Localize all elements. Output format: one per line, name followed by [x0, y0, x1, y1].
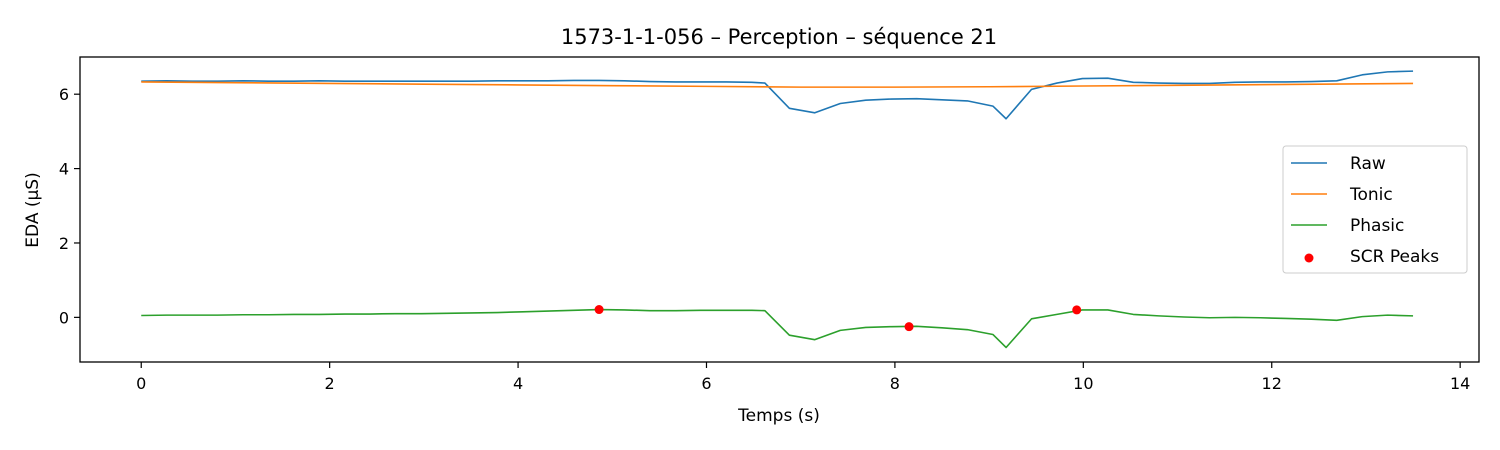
x-tick-label: 14	[1450, 374, 1470, 393]
series-line-raw	[141, 70, 1414, 120]
x-tick-label: 10	[1073, 374, 1093, 393]
scr-peak-point	[904, 322, 914, 332]
y-axis-label: EDA (µS)	[23, 172, 43, 247]
x-tick-label: 2	[325, 374, 335, 393]
plot-frame	[79, 56, 1480, 363]
chart-title: 1573-1-1-056 – Perception – séquence 21	[561, 25, 997, 49]
series-line-phasic	[141, 308, 1414, 349]
scr-peak-point	[594, 305, 604, 315]
x-tick-label: 4	[513, 374, 523, 393]
plot-area	[141, 70, 1414, 349]
y-axis: 0 2 4 6	[59, 85, 80, 327]
x-axis-label: Temps (s)	[737, 406, 820, 426]
x-tick-label: 6	[701, 374, 711, 393]
y-tick-label: 2	[59, 234, 69, 253]
y-tick-label: 6	[59, 85, 69, 104]
x-tick-label: 0	[136, 374, 146, 393]
y-tick-label: 4	[59, 160, 69, 179]
series-line-tonic	[141, 81, 1414, 88]
legend-swatch-scr-peaks	[1304, 253, 1314, 263]
legend-label-phasic: Phasic	[1350, 216, 1404, 236]
y-tick-label: 0	[59, 308, 69, 327]
x-tick-label: 12	[1262, 374, 1282, 393]
legend-label-tonic: Tonic	[1349, 185, 1393, 205]
legend: Raw Tonic Phasic SCR Peaks	[1282, 145, 1468, 274]
scr-peak-point	[1072, 305, 1082, 315]
legend-label-raw: Raw	[1350, 154, 1386, 174]
legend-label-scr-peaks: SCR Peaks	[1350, 247, 1439, 267]
x-tick-label: 8	[890, 374, 900, 393]
x-axis: 0 2 4 6 8 10 12 14	[136, 362, 1470, 393]
legend-box	[1282, 145, 1468, 274]
